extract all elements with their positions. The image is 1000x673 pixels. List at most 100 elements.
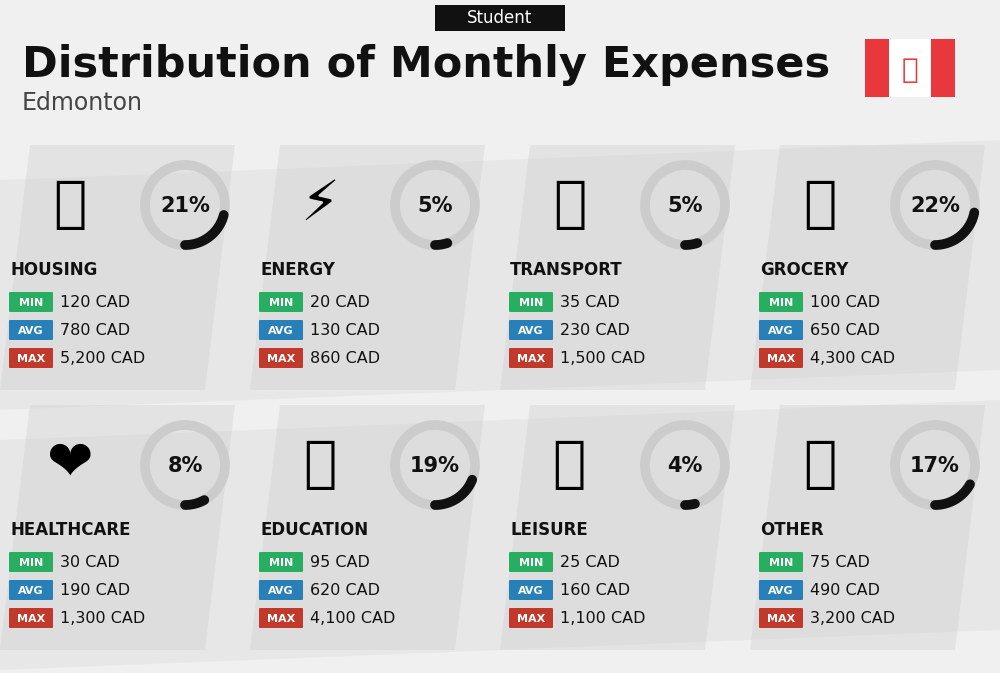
Text: AVG: AVG xyxy=(18,586,44,596)
Text: MAX: MAX xyxy=(517,353,545,363)
Polygon shape xyxy=(0,145,235,390)
Polygon shape xyxy=(500,145,735,390)
Text: 👛: 👛 xyxy=(803,438,837,492)
Text: 120 CAD: 120 CAD xyxy=(60,295,130,310)
FancyBboxPatch shape xyxy=(9,608,53,628)
Text: 🛒: 🛒 xyxy=(803,178,837,232)
Text: MAX: MAX xyxy=(267,353,295,363)
FancyBboxPatch shape xyxy=(509,348,553,368)
Text: MAX: MAX xyxy=(17,353,45,363)
Text: 130 CAD: 130 CAD xyxy=(310,323,380,338)
FancyBboxPatch shape xyxy=(259,320,303,340)
Text: MIN: MIN xyxy=(769,297,793,308)
FancyBboxPatch shape xyxy=(9,292,53,312)
Text: 17%: 17% xyxy=(910,456,960,476)
FancyBboxPatch shape xyxy=(759,580,803,600)
FancyBboxPatch shape xyxy=(865,39,889,97)
Text: 95 CAD: 95 CAD xyxy=(310,555,370,570)
Text: 🛍️: 🛍️ xyxy=(553,438,587,492)
Text: 5,200 CAD: 5,200 CAD xyxy=(60,351,145,366)
FancyBboxPatch shape xyxy=(865,39,955,97)
Text: AVG: AVG xyxy=(268,326,294,336)
Text: MAX: MAX xyxy=(267,614,295,623)
Text: 490 CAD: 490 CAD xyxy=(810,583,880,598)
Text: MIN: MIN xyxy=(519,297,543,308)
Text: HEALTHCARE: HEALTHCARE xyxy=(10,521,130,539)
FancyBboxPatch shape xyxy=(9,552,53,572)
Text: 35 CAD: 35 CAD xyxy=(560,295,620,310)
Text: 19%: 19% xyxy=(410,456,460,476)
Text: Student: Student xyxy=(467,9,533,27)
FancyBboxPatch shape xyxy=(9,320,53,340)
FancyBboxPatch shape xyxy=(759,552,803,572)
Text: 🎓: 🎓 xyxy=(303,438,337,492)
Text: 🏢: 🏢 xyxy=(53,178,87,232)
Text: 75 CAD: 75 CAD xyxy=(810,555,870,570)
Text: 1,500 CAD: 1,500 CAD xyxy=(560,351,645,366)
Text: 🚌: 🚌 xyxy=(553,178,587,232)
Text: MIN: MIN xyxy=(19,297,43,308)
Polygon shape xyxy=(750,405,985,650)
Text: 780 CAD: 780 CAD xyxy=(60,323,130,338)
Text: 21%: 21% xyxy=(160,196,210,216)
Text: MAX: MAX xyxy=(767,614,795,623)
FancyBboxPatch shape xyxy=(435,5,565,31)
Text: 4%: 4% xyxy=(667,456,703,476)
FancyBboxPatch shape xyxy=(759,608,803,628)
Text: AVG: AVG xyxy=(268,586,294,596)
FancyBboxPatch shape xyxy=(759,292,803,312)
FancyBboxPatch shape xyxy=(9,348,53,368)
Text: MIN: MIN xyxy=(19,557,43,567)
Text: 4,300 CAD: 4,300 CAD xyxy=(810,351,895,366)
Polygon shape xyxy=(250,145,485,390)
Text: MAX: MAX xyxy=(767,353,795,363)
Text: 160 CAD: 160 CAD xyxy=(560,583,630,598)
Text: 22%: 22% xyxy=(910,196,960,216)
Polygon shape xyxy=(0,400,1000,670)
Text: MIN: MIN xyxy=(269,297,293,308)
Text: MIN: MIN xyxy=(769,557,793,567)
Text: TRANSPORT: TRANSPORT xyxy=(510,261,623,279)
Text: 4,100 CAD: 4,100 CAD xyxy=(310,611,395,626)
Text: 3,200 CAD: 3,200 CAD xyxy=(810,611,895,626)
Polygon shape xyxy=(0,140,1000,410)
FancyBboxPatch shape xyxy=(759,348,803,368)
FancyBboxPatch shape xyxy=(509,552,553,572)
FancyBboxPatch shape xyxy=(259,608,303,628)
Polygon shape xyxy=(0,405,235,650)
Text: 20 CAD: 20 CAD xyxy=(310,295,370,310)
Text: OTHER: OTHER xyxy=(760,521,824,539)
Text: GROCERY: GROCERY xyxy=(760,261,848,279)
Text: 1,100 CAD: 1,100 CAD xyxy=(560,611,646,626)
FancyBboxPatch shape xyxy=(509,320,553,340)
Text: 230 CAD: 230 CAD xyxy=(560,323,630,338)
Text: ❤️: ❤️ xyxy=(47,438,93,492)
FancyBboxPatch shape xyxy=(509,580,553,600)
Text: AVG: AVG xyxy=(518,586,544,596)
Text: 860 CAD: 860 CAD xyxy=(310,351,380,366)
Text: 8%: 8% xyxy=(167,456,203,476)
FancyBboxPatch shape xyxy=(259,292,303,312)
Text: 100 CAD: 100 CAD xyxy=(810,295,880,310)
FancyBboxPatch shape xyxy=(509,292,553,312)
Text: MAX: MAX xyxy=(17,614,45,623)
FancyBboxPatch shape xyxy=(259,348,303,368)
Text: 5%: 5% xyxy=(667,196,703,216)
Text: 25 CAD: 25 CAD xyxy=(560,555,620,570)
FancyBboxPatch shape xyxy=(931,39,955,97)
Text: 190 CAD: 190 CAD xyxy=(60,583,130,598)
Text: ⚡: ⚡ xyxy=(300,178,340,232)
Text: 620 CAD: 620 CAD xyxy=(310,583,380,598)
Text: 🍁: 🍁 xyxy=(902,56,918,84)
FancyBboxPatch shape xyxy=(509,608,553,628)
Text: 650 CAD: 650 CAD xyxy=(810,323,880,338)
Text: EDUCATION: EDUCATION xyxy=(260,521,368,539)
Text: Distribution of Monthly Expenses: Distribution of Monthly Expenses xyxy=(22,44,830,86)
Text: 5%: 5% xyxy=(417,196,453,216)
Text: MAX: MAX xyxy=(517,614,545,623)
Text: 1,300 CAD: 1,300 CAD xyxy=(60,611,145,626)
Text: 30 CAD: 30 CAD xyxy=(60,555,120,570)
Text: LEISURE: LEISURE xyxy=(510,521,588,539)
FancyBboxPatch shape xyxy=(759,320,803,340)
Polygon shape xyxy=(750,145,985,390)
